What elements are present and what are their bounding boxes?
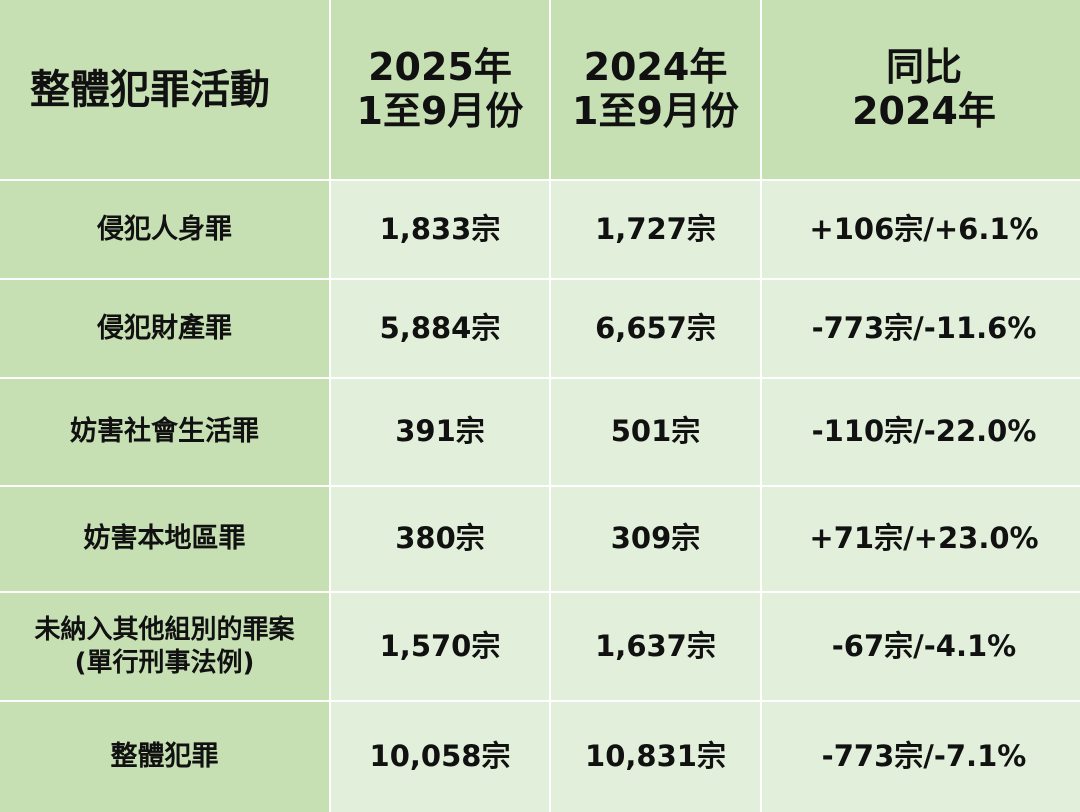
cell-change-social-order: -110宗/-22.0% bbox=[762, 379, 1080, 485]
row-label-social-order: 妨害社會生活罪 bbox=[0, 379, 329, 485]
cell-2024-property: 6,657宗 bbox=[551, 280, 760, 377]
cell-2025-person: 1,833宗 bbox=[331, 181, 549, 278]
cell-2025-total: 10,058宗 bbox=[331, 702, 549, 812]
cell-2025-social-order: 391宗 bbox=[331, 379, 549, 485]
cell-2024-social-order: 501宗 bbox=[551, 379, 760, 485]
cell-2024-other: 1,637宗 bbox=[551, 593, 760, 700]
column-header-2025: 2025年 1至9月份 bbox=[331, 0, 549, 179]
row-label-person: 侵犯人身罪 bbox=[0, 181, 329, 278]
cell-2025-other: 1,570宗 bbox=[331, 593, 549, 700]
cell-2024-person: 1,727宗 bbox=[551, 181, 760, 278]
cell-2024-total: 10,831宗 bbox=[551, 702, 760, 812]
column-header-compare: 同比 2024年 bbox=[762, 0, 1080, 179]
row-label-other: 未納入其他組別的罪案 (單行刑事法例) bbox=[0, 593, 329, 700]
table-title: 整體犯罪活動 bbox=[0, 0, 329, 179]
cell-change-property: -773宗/-11.6% bbox=[762, 280, 1080, 377]
cell-change-total: -773宗/-7.1% bbox=[762, 702, 1080, 812]
cell-change-other: -67宗/-4.1% bbox=[762, 593, 1080, 700]
column-header-2024: 2024年 1至9月份 bbox=[551, 0, 760, 179]
cell-2024-region: 309宗 bbox=[551, 487, 760, 591]
cell-change-region: +71宗/+23.0% bbox=[762, 487, 1080, 591]
cell-2025-region: 380宗 bbox=[331, 487, 549, 591]
row-label-region: 妨害本地區罪 bbox=[0, 487, 329, 591]
row-label-property: 侵犯財產罪 bbox=[0, 280, 329, 377]
cell-change-person: +106宗/+6.1% bbox=[762, 181, 1080, 278]
cell-2025-property: 5,884宗 bbox=[331, 280, 549, 377]
row-label-total: 整體犯罪 bbox=[0, 702, 329, 812]
